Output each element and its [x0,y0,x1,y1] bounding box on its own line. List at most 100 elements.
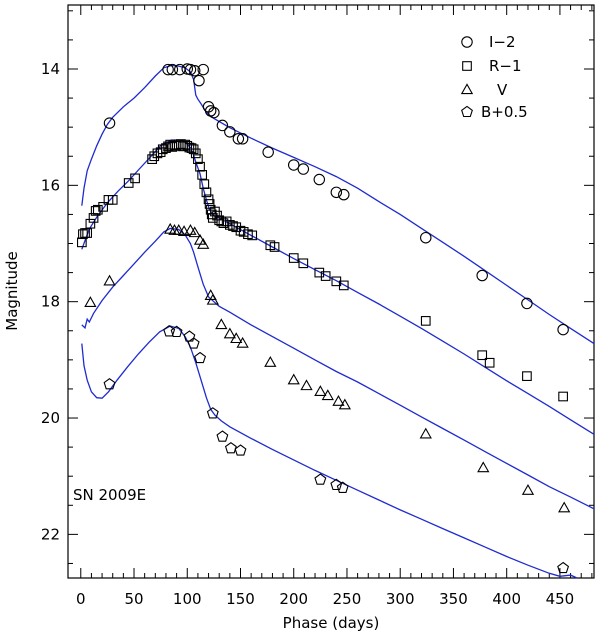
data-point-pentagon [314,473,327,485]
legend-marker-square [462,61,472,71]
data-point-circle [202,101,215,113]
data-point-circle [338,188,350,201]
data-point-square [206,209,217,220]
data-point-circle [262,146,274,158]
data-point-pentagon [194,351,207,364]
data-point-square [484,357,495,368]
data-point-triangle [223,327,236,339]
data-point-circle [420,231,432,244]
data-point-triangle [477,461,490,473]
data-point-triangle [521,484,535,495]
data-point-circle [188,64,201,77]
data-point-square [147,154,157,165]
y-tick-label: 16 [41,176,60,194]
data-point-triangle [172,223,185,235]
data-point-square [218,218,229,228]
x-axis-title: Phase (days) [283,614,380,632]
model-curves [81,64,595,579]
data-point-triangle [338,398,351,410]
y-tick-label: 14 [41,60,60,78]
data-point-square [320,271,331,281]
data-point-square [235,225,246,236]
data-point-square [224,220,235,230]
data-point-triangle [264,356,277,367]
data-point-triangle [184,223,197,235]
data-point-circle [521,297,533,310]
data-point-triangle [287,373,300,385]
y-tick-label: 20 [41,409,60,427]
legend-label-b: B+0.5 [481,103,528,121]
data-point-square [130,173,140,184]
data-point-square [190,148,201,159]
data-point-square [85,218,96,229]
data-point-square [98,202,108,212]
data-point-circle [313,173,326,186]
data-point-pentagon [557,561,570,574]
data-point-pentagon [170,325,183,338]
plot-frame [67,4,595,579]
x-tick-label: 50 [124,590,143,608]
x-tick-label: 400 [492,590,521,608]
x-tick-label: 200 [279,590,308,608]
data-point-square [338,280,349,291]
legend-label-r: R−1 [489,57,522,75]
data-point-square [269,242,280,252]
data-point-circle [476,269,488,282]
data-point-circle [197,63,209,76]
y-axis-title: Magnitude [3,251,21,330]
data-point-square [298,258,309,269]
legend-markers [460,36,474,118]
data-point-pentagon [103,378,116,390]
data-point-square [558,391,568,402]
data-point-square [477,350,488,361]
data-point-triangle [230,332,243,344]
legend-label-i: I−2 [489,33,516,51]
data-point-circle [184,63,197,76]
data-point-triangle [188,226,201,238]
data-point-pentagon [216,430,229,442]
data-point-triangle [215,318,228,330]
legend-label-v: V [497,81,508,99]
x-tick-label: 100 [173,590,202,608]
data-point-circle [208,106,220,119]
data-point-circle [287,159,300,171]
data-markers [76,63,571,574]
data-point-circle [193,74,205,87]
x-tick-label: 450 [546,590,575,608]
legend-marker-circle [461,36,473,48]
data-point-circle [103,117,116,129]
model-curve-3 [81,325,578,579]
data-point-pentagon [224,442,237,454]
data-point-circle [297,163,310,175]
data-point-circle [236,133,249,145]
data-point-square [193,154,203,165]
y-tick-label: 18 [41,293,60,311]
data-point-triangle [558,501,571,513]
data-point-square [204,199,215,209]
data-point-triangle [314,385,327,396]
x-tick-label: 250 [333,590,362,608]
data-point-triangle [236,336,249,348]
supernova-label: SN 2009E [73,486,146,504]
x-tick-label: 350 [439,590,468,608]
data-point-circle [224,126,236,138]
data-point-circle [162,63,174,76]
data-point-triangle [300,379,313,391]
data-point-circle [216,119,229,132]
data-point-pentagon [330,478,343,491]
data-point-triangle [332,395,345,406]
data-point-pentagon [183,330,196,342]
data-point-circle [166,63,179,76]
axis-ticks [68,5,594,578]
y-tick-label: 22 [41,525,60,543]
data-point-square [197,170,208,180]
data-point-pentagon [336,481,349,493]
data-point-triangle [103,274,116,286]
data-point-triangle [84,296,97,307]
data-point-square [288,253,299,263]
legend-marker-triangle [460,83,474,95]
data-point-square [420,316,431,326]
data-point-square [92,204,103,215]
data-point-square [247,230,258,241]
